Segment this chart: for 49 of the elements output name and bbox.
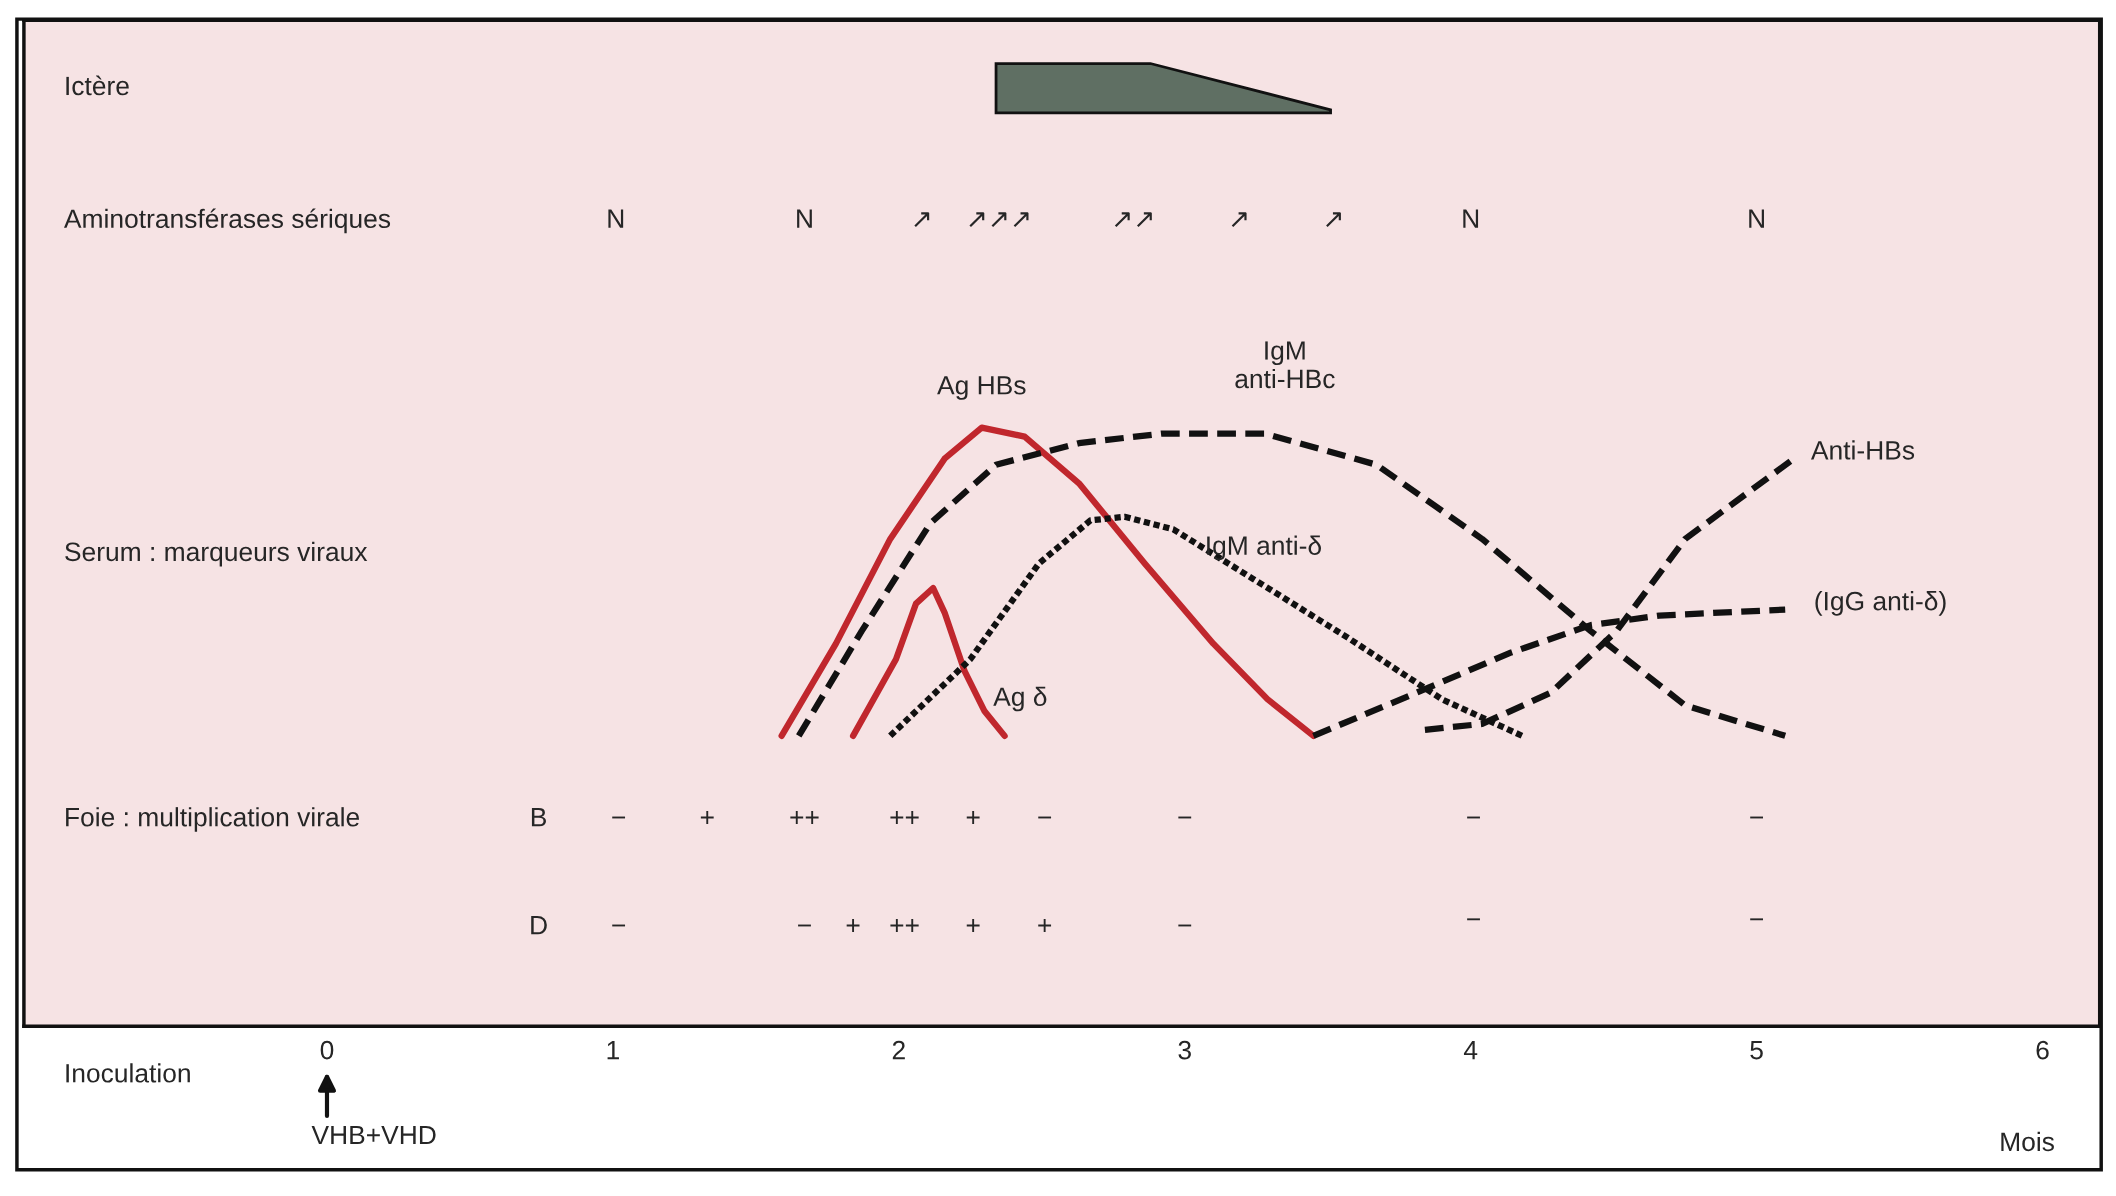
annotation: −	[1467, 816, 1480, 819]
annotation: Anti-HBs	[1810, 440, 1915, 460]
text: ↗↗↗	[969, 212, 1029, 228]
text: Inoculation	[66, 1063, 190, 1083]
text: Ictère	[66, 75, 129, 96]
text: ↗	[1231, 212, 1247, 228]
annotation: +	[700, 811, 714, 824]
annotation: +	[966, 919, 980, 932]
annotation: −	[1750, 918, 1764, 921]
annotation: D	[531, 916, 547, 935]
annotation: ++	[890, 811, 919, 824]
x-tick-label: 3	[1178, 1040, 1191, 1060]
annotation: +	[966, 811, 980, 824]
annotation: −	[1750, 816, 1764, 819]
annotation: −	[612, 924, 626, 927]
annotation: ++	[890, 919, 919, 932]
annotation: +	[846, 919, 860, 932]
annotation: IgM anti-δ	[1207, 535, 1321, 561]
annotation: −	[1178, 924, 1192, 927]
text: ↗	[1326, 212, 1341, 228]
annotation: B	[531, 808, 546, 827]
x-tick-label: 2	[892, 1040, 905, 1060]
annotation: −	[1038, 816, 1052, 819]
x-tick-label: 1	[607, 1041, 619, 1060]
annotation: Serum : marqueurs viraux	[65, 541, 368, 567]
x-tick-label: 4	[1463, 1041, 1478, 1060]
annotation: ++	[790, 811, 819, 824]
x-tick-label: 0	[320, 1040, 334, 1060]
annotation: −	[612, 816, 626, 819]
annotation: Foie : multiplication virale	[66, 807, 360, 832]
annotation: −	[1467, 918, 1480, 921]
x-tick-label: 6	[2036, 1040, 2049, 1060]
text: ↗↗	[1114, 212, 1152, 228]
text: Aminotransférases sériques	[63, 208, 391, 234]
x-tick-label: 5	[1750, 1041, 1763, 1060]
annotation: IgM anti-HBc	[1235, 341, 1335, 389]
annotation: Ag HBs	[937, 376, 1026, 400]
annotation: (IgG anti-δ)	[1815, 591, 1946, 616]
text: ↗	[914, 212, 930, 228]
x-axis-title: Mois	[2001, 1131, 2054, 1152]
annotation: Ag δ	[993, 686, 1047, 712]
text: N	[1463, 209, 1479, 228]
annotation: −	[798, 924, 811, 927]
text: N	[608, 209, 624, 228]
text: N	[797, 209, 812, 228]
annotation: +	[1038, 919, 1052, 932]
text: N	[1749, 209, 1764, 228]
text: VHB+VHD	[311, 1125, 436, 1145]
annotation: −	[1178, 816, 1192, 819]
